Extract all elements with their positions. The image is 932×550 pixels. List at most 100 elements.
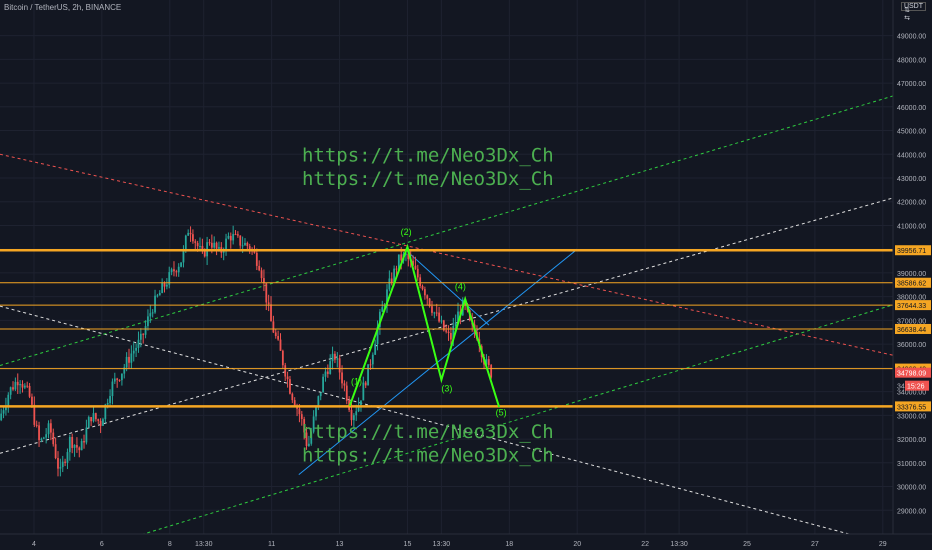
x-tick-label: 13 xyxy=(336,541,344,548)
candle-body xyxy=(450,333,452,340)
wave-path xyxy=(348,243,501,408)
y-tick-label: 46000.00 xyxy=(897,105,926,112)
y-tick-label: 37000.00 xyxy=(897,318,926,325)
candle-body xyxy=(236,234,239,236)
candle-body xyxy=(270,304,272,322)
x-tick-label: 20 xyxy=(573,541,581,548)
candle-body xyxy=(412,260,414,266)
candle-body xyxy=(274,332,277,337)
candle-body xyxy=(374,344,377,355)
y-tick-label: 47000.00 xyxy=(897,81,926,88)
y-tick-label: 32000.00 xyxy=(897,437,926,444)
candle-body xyxy=(355,411,358,416)
candle-body xyxy=(369,364,372,366)
candle-body xyxy=(357,405,360,412)
candle-body xyxy=(303,419,306,433)
candle-body xyxy=(307,443,310,446)
candle-body xyxy=(490,365,493,378)
scale-icon[interactable]: ⇆ xyxy=(904,15,910,22)
candle-body xyxy=(158,292,161,296)
candle-body xyxy=(109,396,111,404)
candle-body xyxy=(213,242,216,248)
level-price-label: 33376.55 xyxy=(897,404,926,411)
candle-body xyxy=(151,312,154,314)
currency-unit-button[interactable]: USDT xyxy=(900,2,926,11)
candle-body xyxy=(170,269,173,273)
candle-body xyxy=(312,416,315,432)
candle-body xyxy=(360,400,362,406)
candle-body xyxy=(23,385,26,388)
candle-body xyxy=(319,392,322,397)
x-tick-label: 27 xyxy=(811,541,819,548)
x-tick-label: 11 xyxy=(268,541,275,548)
compare-icon[interactable]: ⇅ xyxy=(904,7,910,14)
candle-body xyxy=(104,404,107,420)
candle-body xyxy=(345,385,348,401)
candle-body xyxy=(331,353,334,362)
candle-body xyxy=(161,282,164,293)
candle-body xyxy=(194,241,197,243)
candle-body xyxy=(241,245,244,247)
candle-body xyxy=(447,331,450,334)
candle-body xyxy=(232,234,235,241)
level-price-tag xyxy=(895,323,931,334)
candle-body xyxy=(352,415,355,421)
candle-body xyxy=(132,350,135,354)
candle-body xyxy=(397,254,400,270)
candle-body xyxy=(156,295,159,297)
candle-body xyxy=(322,376,324,393)
candle-body xyxy=(371,354,374,365)
x-tick-label: 13:30 xyxy=(670,541,688,548)
candle-body xyxy=(414,265,417,269)
candle-body xyxy=(21,384,24,388)
candle-body xyxy=(33,404,36,425)
candle-body xyxy=(121,373,123,381)
candle-body xyxy=(277,336,280,340)
candle-body xyxy=(341,372,343,384)
candle-body xyxy=(137,339,140,348)
level-price-tag xyxy=(895,401,931,412)
y-tick-label: 39000.00 xyxy=(897,271,926,278)
level-price-tag xyxy=(895,277,931,288)
countdown-label: 15:26 xyxy=(907,384,925,391)
x-tick-label: 25 xyxy=(743,541,751,548)
candle-body xyxy=(5,405,7,411)
x-tick-label: 6 xyxy=(100,541,104,548)
candle-body xyxy=(329,361,332,374)
candle-body xyxy=(87,417,90,428)
candle-body xyxy=(113,378,116,382)
candle-body xyxy=(118,379,121,381)
wave-label: (2) xyxy=(401,227,412,237)
candle-body xyxy=(343,383,346,386)
candle-body xyxy=(128,356,130,363)
candle-body xyxy=(362,382,365,401)
x-tick-label: 8 xyxy=(168,541,172,548)
candle-body xyxy=(163,282,166,287)
candle-body xyxy=(189,232,192,235)
candle-body xyxy=(208,242,211,244)
candle-body xyxy=(263,278,265,284)
candle-body xyxy=(90,417,93,422)
price-axis xyxy=(893,0,932,550)
y-tick-label: 48000.00 xyxy=(897,57,926,64)
candle-body xyxy=(154,295,156,313)
candle-body xyxy=(92,413,95,422)
candle-body xyxy=(336,358,339,360)
candle-body xyxy=(326,371,329,374)
candle-body xyxy=(419,277,422,286)
candle-body xyxy=(147,316,149,327)
candle-body xyxy=(267,302,270,305)
candle-body xyxy=(296,406,298,409)
candle-body xyxy=(381,307,384,312)
candle-body xyxy=(0,413,3,421)
y-tick-label: 49000.00 xyxy=(897,34,926,41)
candle-body xyxy=(7,394,10,406)
candle-body xyxy=(222,251,225,253)
candle-body xyxy=(184,235,187,250)
price-partial-label: 34 xyxy=(897,384,905,391)
level-price-label: 39956.71 xyxy=(897,248,926,255)
level-price-label: 36638.44 xyxy=(897,327,926,334)
candle-body xyxy=(80,441,83,451)
candle-body xyxy=(293,400,296,407)
